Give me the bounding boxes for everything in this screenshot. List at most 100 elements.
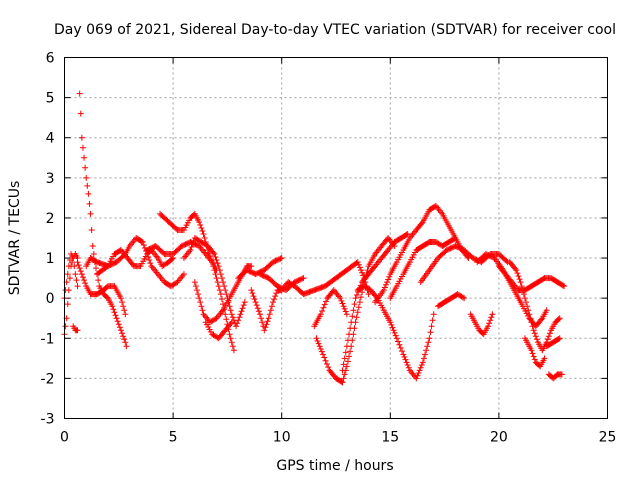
data-point xyxy=(76,265,83,272)
data-point xyxy=(317,345,324,352)
data-point xyxy=(426,335,433,342)
data-point xyxy=(346,331,353,338)
data-point xyxy=(355,261,362,268)
data-point xyxy=(343,311,350,318)
data-point xyxy=(347,325,354,332)
series-track-10 xyxy=(180,235,248,330)
data-point xyxy=(321,354,328,361)
data-point xyxy=(517,279,524,286)
data-point xyxy=(528,347,535,354)
data-point xyxy=(299,275,306,282)
data-point xyxy=(180,271,187,278)
y-tick-label-3: 3 xyxy=(46,171,55,187)
data-point xyxy=(62,287,69,294)
y-tick-label-6: 6 xyxy=(46,51,55,67)
series-track-26 xyxy=(495,263,568,294)
data-point xyxy=(354,259,361,266)
data-point xyxy=(316,343,323,350)
series-track-29 xyxy=(543,335,563,350)
data-point xyxy=(146,257,153,264)
data-point xyxy=(344,337,351,344)
data-point xyxy=(210,249,217,256)
data-point xyxy=(250,293,257,300)
data-point xyxy=(338,378,345,385)
data-point xyxy=(342,308,349,315)
data-point xyxy=(236,314,243,321)
data-point xyxy=(217,291,224,298)
data-point xyxy=(223,316,230,323)
data-point xyxy=(341,305,348,312)
data-point xyxy=(138,238,145,245)
data-point xyxy=(349,313,356,320)
data-point xyxy=(401,353,408,360)
data-point xyxy=(356,264,363,271)
data-point xyxy=(258,315,265,322)
data-point xyxy=(380,287,387,294)
data-point xyxy=(75,262,82,269)
data-point xyxy=(313,335,320,342)
data-point xyxy=(140,242,147,249)
data-point xyxy=(530,327,537,334)
data-point xyxy=(197,221,204,228)
data-point xyxy=(405,364,412,371)
data-point xyxy=(278,255,285,262)
data-point xyxy=(120,333,127,340)
data-point xyxy=(315,340,322,347)
data-point xyxy=(109,303,116,310)
data-point xyxy=(388,321,395,328)
data-point xyxy=(198,303,205,310)
data-point xyxy=(558,371,565,378)
data-point xyxy=(66,275,73,282)
data-point xyxy=(187,247,194,254)
data-point xyxy=(87,210,94,217)
data-point xyxy=(314,337,321,344)
data-point xyxy=(347,348,354,355)
data-point xyxy=(71,263,78,270)
data-point xyxy=(488,314,495,321)
y-axis-label: SDTVAR / TECUs xyxy=(7,181,23,296)
data-point xyxy=(62,323,69,330)
series-track-16 xyxy=(311,287,350,330)
data-point xyxy=(528,319,535,326)
data-point xyxy=(248,263,255,270)
data-point xyxy=(213,275,220,282)
series-track-04 xyxy=(76,90,130,350)
series-track-15 xyxy=(256,271,307,294)
data-point xyxy=(73,277,80,284)
chart-title: Day 069 of 2021, Sidereal Day-to-day VTE… xyxy=(54,22,616,38)
data-point xyxy=(238,308,245,315)
y-tick-label--2: -2 xyxy=(41,371,55,387)
data-point xyxy=(430,311,437,318)
data-point xyxy=(532,333,539,340)
data-point xyxy=(77,268,84,275)
data-point xyxy=(78,134,85,141)
data-point xyxy=(222,287,229,294)
data-point xyxy=(365,291,372,298)
data-point xyxy=(228,311,235,318)
y-axis-ticks: -3 -2 -1 0 1 2 3 4 5 6 xyxy=(41,51,608,428)
data-point xyxy=(192,283,199,290)
data-point xyxy=(235,317,242,324)
data-point xyxy=(76,90,83,97)
data-point xyxy=(116,324,123,331)
data-point xyxy=(525,307,532,314)
data-point xyxy=(77,110,84,117)
data-point xyxy=(209,259,216,266)
data-point xyxy=(323,298,330,305)
data-point xyxy=(352,295,359,302)
data-point xyxy=(74,259,81,266)
data-point xyxy=(121,252,128,259)
y-tick-label--1: -1 xyxy=(41,331,55,347)
data-point xyxy=(119,299,126,306)
data-point xyxy=(340,375,347,382)
data-point xyxy=(392,332,399,339)
data-point xyxy=(261,327,268,334)
data-point xyxy=(169,256,176,263)
data-point xyxy=(233,323,240,330)
data-point xyxy=(341,371,348,378)
data-point xyxy=(64,271,71,278)
data-point xyxy=(524,303,531,310)
data-point xyxy=(86,200,93,207)
data-point xyxy=(320,304,327,311)
